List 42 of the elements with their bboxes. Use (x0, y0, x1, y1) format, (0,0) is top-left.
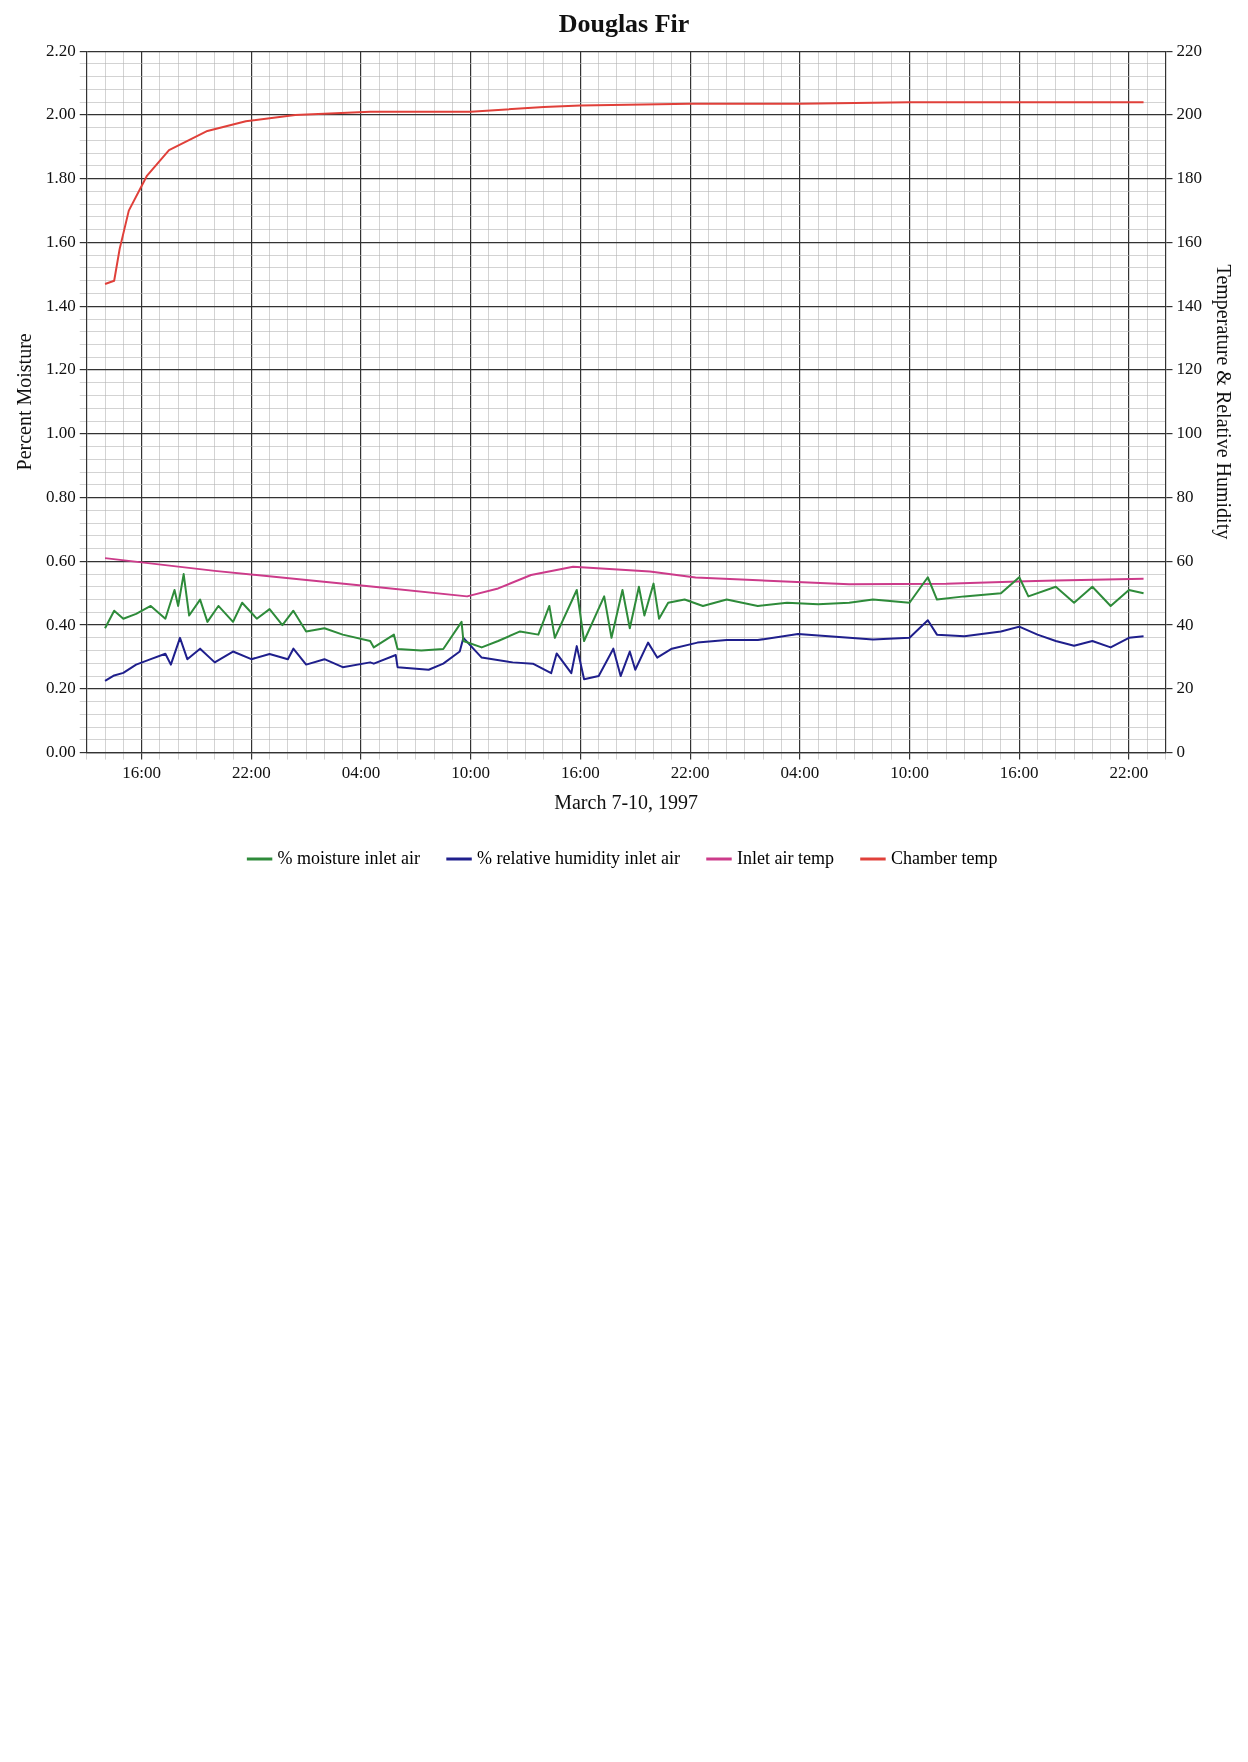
y-tick-label: 1.80 (46, 168, 76, 188)
y-tick-label: 0.40 (46, 614, 76, 634)
y2-tick-label: 120 (1176, 359, 1202, 379)
y-axis-title: Percent Moisture (13, 333, 36, 471)
y2-tick-label: 40 (1176, 614, 1194, 634)
x-axis-title: March 7-10, 1997 (554, 791, 699, 814)
y-tick-label: 1.00 (46, 423, 76, 443)
y-tick-label: 1.40 (46, 295, 76, 315)
legend-label: Inlet air temp (736, 847, 834, 868)
y-tick-label: 0.80 (46, 487, 76, 507)
y2-tick-label: 0 (1176, 742, 1185, 762)
y-tick-label: 0.20 (46, 678, 76, 698)
x-tick-label: 16:00 (999, 763, 1039, 783)
y-tick-label: 1.20 (46, 359, 76, 379)
y-tick-label: 2.20 (46, 40, 76, 60)
y2-tick-label: 80 (1176, 487, 1194, 507)
y2-tick-label: 180 (1176, 168, 1202, 188)
y2-tick-label: 140 (1176, 295, 1202, 315)
y-tick-label: 0.60 (46, 550, 76, 570)
y2-tick-label: 200 (1176, 104, 1202, 124)
x-tick-label: 04:00 (341, 763, 381, 783)
x-tick-label: 16:00 (561, 763, 600, 783)
chart-title: Douglas Fir (558, 9, 690, 39)
y-tick-label: 2.00 (46, 104, 76, 124)
x-tick-label: 10:00 (890, 763, 929, 783)
x-tick-label: 10:00 (451, 763, 491, 783)
x-tick-label: 22:00 (1109, 763, 1149, 783)
legend-label: % relative humidity inlet air (477, 847, 680, 868)
y2-tick-label: 160 (1176, 231, 1202, 251)
x-tick-label: 22:00 (231, 763, 271, 783)
y2-axis-title: Temperature & Relative Humidity (1211, 264, 1235, 540)
y2-tick-label: 60 (1176, 550, 1194, 570)
y2-tick-label: 100 (1176, 423, 1202, 443)
x-tick-label: 22:00 (670, 763, 710, 783)
y-tick-label: 0.00 (46, 742, 76, 762)
y-tick-label: 1.60 (46, 231, 76, 251)
y2-tick-label: 20 (1176, 678, 1194, 698)
legend-label: % moisture inlet air (277, 847, 421, 868)
x-tick-label: 16:00 (122, 763, 161, 783)
y2-tick-label: 220 (1176, 40, 1202, 60)
x-tick-label: 04:00 (780, 763, 820, 783)
legend-label: Chamber temp (890, 847, 998, 868)
